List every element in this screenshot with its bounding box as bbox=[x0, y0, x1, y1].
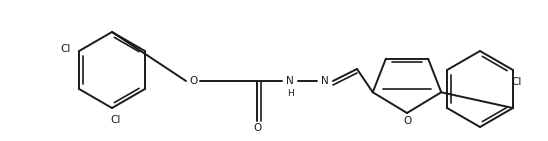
Text: N: N bbox=[286, 76, 294, 86]
Text: O: O bbox=[189, 76, 197, 86]
Text: Cl: Cl bbox=[111, 115, 121, 125]
Text: O: O bbox=[253, 123, 261, 133]
Text: H: H bbox=[287, 89, 293, 97]
Text: O: O bbox=[403, 116, 411, 126]
Text: Cl: Cl bbox=[512, 77, 522, 87]
Text: N: N bbox=[321, 76, 329, 86]
Text: Cl: Cl bbox=[60, 44, 70, 54]
